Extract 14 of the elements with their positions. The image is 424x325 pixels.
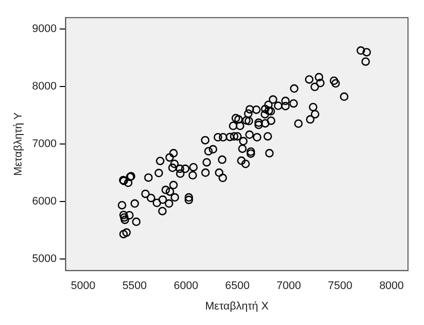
y-tick-label: 6000 — [32, 196, 57, 208]
y-tick-label: 8000 — [32, 80, 57, 93]
x-tick-label: 6500 — [225, 280, 250, 292]
x-tick-label: 5000 — [70, 280, 96, 292]
x-tick-label: 7500 — [328, 280, 352, 292]
x-tick-label: 5500 — [122, 280, 147, 292]
x-tick-label: 8000 — [379, 280, 404, 292]
x-tick-label: 7000 — [276, 280, 301, 292]
x-tick-label: 6000 — [174, 280, 198, 292]
y-tick-label: 9000 — [32, 23, 57, 36]
x-axis-title: Μεταβλητή X — [205, 300, 270, 312]
y-tick-label: 7000 — [32, 138, 57, 150]
y-tick-label: 5000 — [32, 253, 57, 266]
y-axis-title: Μεταβλητή Y — [12, 112, 25, 176]
